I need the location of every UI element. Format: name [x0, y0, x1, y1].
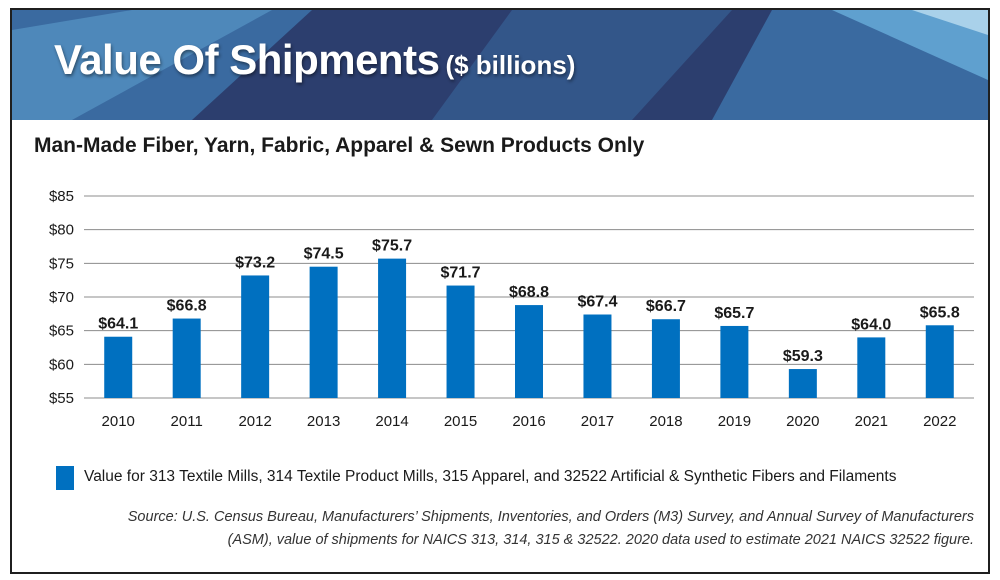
- bar-value-label: $65.7: [714, 305, 754, 322]
- chart-subtitle: Man-Made Fiber, Yarn, Fabric, Apparel & …: [34, 134, 645, 157]
- y-tick-label: $75: [49, 255, 74, 272]
- bar-value-label: $66.7: [646, 298, 686, 315]
- x-tick-label: 2022: [923, 413, 956, 430]
- bar: [172, 318, 201, 398]
- bar: [651, 319, 680, 398]
- source-note: Source: U.S. Census Bureau, Manufacturer…: [34, 506, 974, 552]
- bar: [515, 305, 543, 398]
- bar: [583, 314, 612, 398]
- bar-value-label: $64.0: [851, 316, 891, 333]
- bar-value-label: $67.4: [577, 294, 617, 311]
- banner-background: [12, 10, 988, 120]
- y-tick-label: $70: [49, 289, 74, 306]
- bar-value-label: $68.8: [509, 284, 549, 301]
- bar: [241, 275, 270, 398]
- y-tick-label: $80: [49, 222, 74, 239]
- bar: [378, 258, 407, 398]
- bar: [104, 336, 133, 398]
- legend-swatch: [56, 466, 74, 490]
- source-line-1: Source: U.S. Census Bureau, Manufacturer…: [127, 509, 974, 525]
- bar-value-label: $64.1: [98, 316, 138, 333]
- bar-value-label: $71.7: [441, 265, 481, 282]
- x-tick-label: 2016: [512, 413, 545, 430]
- x-tick-label: 2018: [649, 413, 682, 430]
- x-tick-label: 2011: [171, 413, 203, 430]
- x-tick-label: 2017: [581, 413, 614, 430]
- x-tick-label: 2019: [718, 413, 751, 430]
- bar-value-label: $59.3: [783, 348, 823, 365]
- bar: [857, 337, 886, 398]
- bar-value-label: $74.5: [304, 246, 344, 263]
- y-tick-label: $65: [49, 323, 74, 340]
- x-tick-label: 2010: [102, 413, 135, 430]
- y-tick-label: $55: [49, 390, 74, 407]
- chart-title-unit: ($ billions): [445, 50, 576, 80]
- x-tick-label: 2021: [855, 413, 888, 430]
- chart-title: Value Of Shipments: [54, 36, 440, 83]
- y-tick-label: $85: [49, 188, 74, 205]
- y-tick-label: $60: [49, 356, 74, 373]
- x-tick-label: 2014: [375, 413, 408, 430]
- chart-frame: Value Of Shipments ($ billions) Man-Made …: [10, 8, 990, 574]
- bar-value-label: $73.2: [235, 254, 275, 271]
- bar: [925, 325, 954, 398]
- bar: [788, 369, 817, 398]
- bar-value-label: $75.7: [372, 238, 412, 255]
- x-tick-label: 2013: [307, 413, 340, 430]
- x-tick-label: 2012: [238, 413, 271, 430]
- x-tick-label: 2015: [444, 413, 477, 430]
- bar-value-label: $66.8: [167, 298, 207, 315]
- bar: [720, 325, 749, 398]
- bar: [309, 266, 338, 398]
- legend-label: Value for 313 Textile Mills, 314 Textile…: [84, 468, 897, 485]
- header-banner: Value Of Shipments ($ billions): [12, 10, 988, 120]
- source-line-2: (ASM), value of shipments for NAICS 313,…: [227, 532, 974, 548]
- bar-value-label: $65.8: [920, 304, 960, 321]
- x-tick-label: 2020: [786, 413, 819, 430]
- bar-chart: $55 $60 $65 $70 $75 $80 $85 $64.1 2010 $66.8 2011 $…: [49, 188, 974, 430]
- bar: [446, 285, 475, 398]
